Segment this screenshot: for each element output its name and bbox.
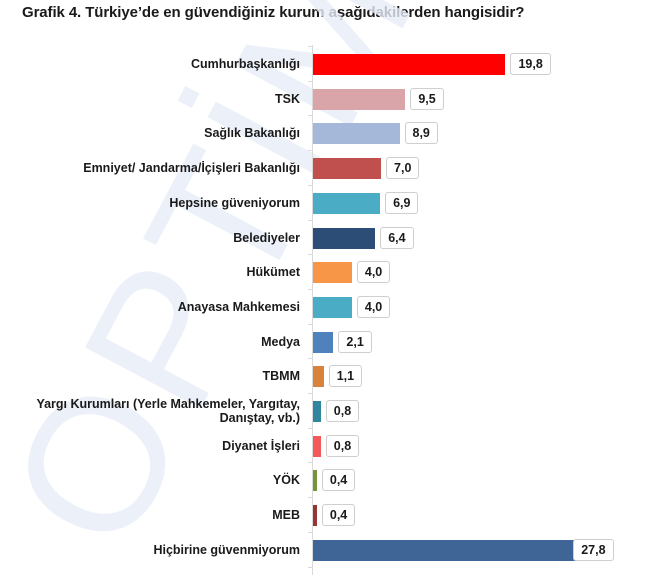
- bar-row: Sağlık Bakanlığı 8,9: [0, 116, 650, 150]
- axis-tick: [308, 80, 312, 82]
- bar: [313, 539, 584, 561]
- value-label: 7,0: [386, 157, 420, 180]
- bar-row: Hepsine güveniyorum 6,9: [0, 186, 650, 220]
- bar-row: MEB 0,4: [0, 498, 650, 532]
- bar: [313, 227, 376, 249]
- value-label: 0,8: [325, 400, 360, 422]
- bar-row: Medya 2,1: [0, 325, 650, 359]
- bar: [313, 470, 317, 492]
- value-label: 2,1: [338, 330, 372, 353]
- value-label: 9,5: [410, 87, 444, 110]
- bar-label: Medya: [261, 334, 300, 349]
- bar-row: Emniyet/ Jandarma/İçişleri Bakanlığı 7,0: [0, 151, 650, 185]
- value-label: 0,8: [325, 434, 360, 457]
- value-label: 6,4: [380, 226, 414, 249]
- bar-row: Diyanet İşleri 0,8: [0, 429, 650, 463]
- bar: [313, 505, 317, 527]
- bar: [313, 262, 352, 284]
- axis-tick: [308, 184, 312, 186]
- axis-tick: [308, 531, 312, 533]
- axis-tick: [308, 150, 312, 152]
- bar: [313, 88, 406, 110]
- axis-tick: [308, 115, 312, 117]
- bar-row: Hükümet 4,0: [0, 255, 650, 289]
- axis-tick: [308, 497, 312, 499]
- value-label: 8,9: [404, 122, 438, 145]
- bar-label: TBMM: [262, 369, 301, 384]
- value-label: 27,8: [573, 538, 614, 561]
- bar: [313, 401, 321, 422]
- bar-row: TSK 9,5: [0, 82, 650, 116]
- axis-tick: [308, 393, 312, 394]
- bar-label: Cumhurbaşkanlığı: [190, 57, 300, 71]
- bar: [313, 158, 382, 180]
- bar-row: YÖK 0,4: [0, 463, 650, 497]
- bar-row: Hiçbirine güvenmiyorum 27,8: [0, 533, 650, 567]
- bar-label: MEB: [272, 508, 300, 523]
- value-label: 6,9: [385, 191, 419, 214]
- bar: [313, 366, 324, 388]
- bar-label: Diyanet İşleri: [222, 438, 300, 453]
- value-label: 1,1: [328, 365, 363, 388]
- bar: [313, 192, 381, 214]
- value-label: 4,0: [356, 295, 391, 318]
- value-label: 19,8: [510, 53, 551, 75]
- bar-label: Hepsine güveniyorum: [169, 195, 300, 210]
- axis-tick: [308, 219, 312, 221]
- bar: [313, 296, 352, 318]
- value-label: 0,4: [321, 469, 356, 492]
- axis-tick: [308, 323, 312, 325]
- axis-tick: [308, 566, 312, 568]
- axis-tick: [308, 46, 312, 47]
- category-axis: [312, 45, 313, 575]
- bar-label: Anayasa Mahkemesi: [177, 299, 300, 314]
- bar-label: TSK: [275, 91, 300, 106]
- axis-tick: [308, 358, 312, 360]
- chart-title: Grafik 4. Türkiye’de en güvendiğiniz kur…: [22, 4, 525, 21]
- bar-row: Belediyeler 6,4: [0, 221, 650, 255]
- bar-label: Hiçbirine güvenmiyorum: [153, 542, 300, 557]
- axis-tick: [308, 254, 312, 256]
- bar-label: Hükümet: [246, 265, 300, 280]
- bar: [313, 54, 506, 75]
- value-label: 0,4: [321, 504, 356, 527]
- bar: [313, 123, 400, 145]
- bar-row: Yargı Kurumları (Yerle Mahkemeler, Yargı…: [0, 394, 650, 428]
- bar-row: Cumhurbaşkanlığı 19,8: [0, 47, 650, 81]
- bar: [313, 331, 334, 353]
- axis-tick: [308, 288, 312, 290]
- value-label: 4,0: [356, 261, 391, 284]
- axis-tick: [308, 462, 312, 464]
- bar-label: Sağlık Bakanlığı: [204, 126, 300, 141]
- bar-row: TBMM 1,1: [0, 359, 650, 393]
- bar: [313, 435, 321, 457]
- bar-label: Emniyet/ Jandarma/İçişleri Bakanlığı: [83, 161, 300, 176]
- bar-label: Yargı Kurumları (Yerle Mahkemeler, Yargı…: [36, 397, 300, 425]
- bar-label: Belediyeler: [233, 230, 300, 245]
- axis-tick: [308, 427, 312, 429]
- bar-label: YÖK: [272, 473, 300, 488]
- bar-row: Anayasa Mahkemesi 4,0: [0, 290, 650, 324]
